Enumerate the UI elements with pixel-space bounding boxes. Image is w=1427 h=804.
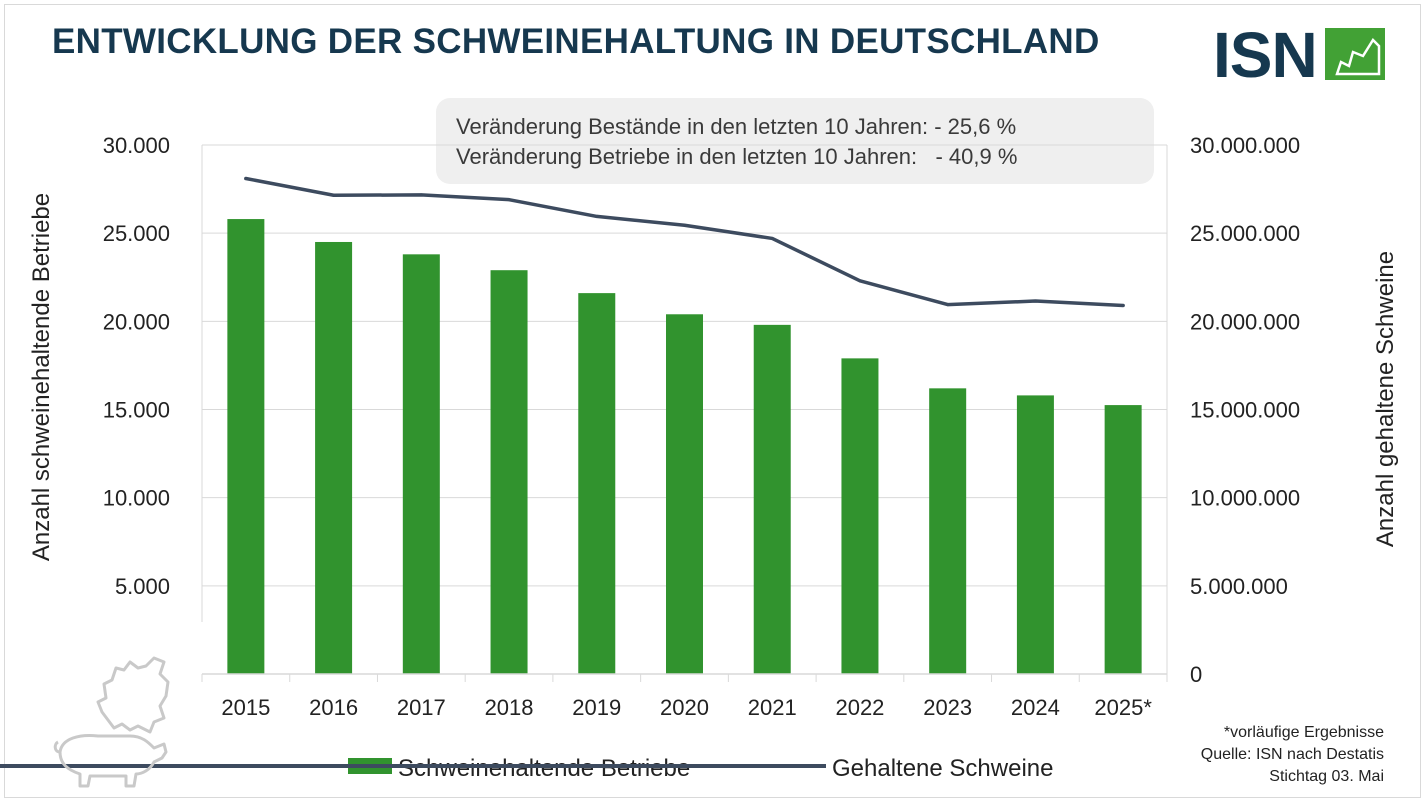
y-tick-label: 30.000: [103, 133, 170, 158]
y2-axis-title: Anzahl gehaltene Schweine: [1372, 251, 1399, 547]
footnote-reference-date: Stichtag 03. Mai: [1269, 768, 1384, 785]
line-point: [419, 193, 423, 197]
y2-tick-label: 5.000.000: [1190, 574, 1288, 599]
bar-series: [227, 219, 1142, 674]
legend-bar-label: Schweinehaltende Betriebe: [398, 755, 690, 782]
y-axis-title: Anzahl schweinehaltende Betriebe: [28, 193, 55, 561]
chart-frame: [4, 4, 1421, 798]
x-tick-label: 2015: [221, 695, 270, 720]
pig-illustration-icon: [53, 656, 170, 788]
line-series: [244, 176, 1125, 308]
bar-betriebe: [841, 358, 879, 674]
line-point: [946, 303, 950, 307]
legend: Schweinehaltende Betriebe Gehaltene Schw…: [0, 755, 1053, 782]
footnote-preliminary: *vorläufige Ergebnisse: [1223, 724, 1384, 741]
bar-betriebe: [315, 241, 353, 674]
y2-tick-label: 10.000.000: [1190, 486, 1300, 511]
isn-logo: ISN: [1213, 22, 1385, 82]
x-tick-label: 2023: [923, 695, 972, 720]
bar-betriebe: [929, 388, 967, 674]
y-tick-label: 15.000: [103, 398, 170, 423]
bar-betriebe: [753, 324, 791, 674]
bar-betriebe: [1104, 405, 1142, 674]
x-tick-label: 2018: [485, 695, 534, 720]
footnote: *vorläufige Ergebnisse Quelle: ISN nach …: [1201, 722, 1384, 788]
info-change-farms: Veränderung Betriebe in den letzten 10 J…: [456, 144, 1018, 169]
x-tick-label: 2025*: [1094, 695, 1152, 720]
logo-text: ISN: [1213, 22, 1317, 82]
line-point: [770, 236, 774, 240]
y-tick-label: 25.000: [103, 221, 170, 246]
line-point: [1033, 299, 1037, 303]
line-point: [507, 198, 511, 202]
x-tick-label: 2019: [572, 695, 621, 720]
info-box: Veränderung Bestände in den letzten 10 J…: [436, 98, 1154, 184]
bar-betriebe: [490, 270, 528, 674]
bar-betriebe: [227, 219, 265, 674]
line-point: [1121, 303, 1125, 307]
y2-tick-label: 0: [1190, 662, 1202, 687]
x-tick-label: 2017: [397, 695, 446, 720]
x-tick-label: 2016: [309, 695, 358, 720]
info-change-stock: Veränderung Bestände in den letzten 10 J…: [456, 114, 1017, 139]
y-tick-label: 5.000: [115, 574, 170, 599]
y2-tick-label: 30.000.000: [1190, 133, 1300, 158]
y2-tick-label: 25.000.000: [1190, 221, 1300, 246]
bar-betriebe: [402, 254, 440, 674]
y2-tick-label: 20.000.000: [1190, 309, 1300, 334]
x-tick-label: 2024: [1011, 695, 1060, 720]
x-tick-label: 2022: [835, 695, 884, 720]
y-tick-label: 20.000: [103, 309, 170, 334]
line-point: [595, 214, 599, 218]
line-point: [244, 177, 248, 181]
bar-betriebe: [666, 314, 703, 674]
x-tick-label: 2021: [748, 695, 797, 720]
bar-betriebe: [578, 293, 616, 674]
x-tick-label: 2020: [660, 695, 709, 720]
chart-title: ENTWICKLUNG DER SCHWEINEHALTUNG IN DEUTS…: [52, 22, 1100, 61]
bar-betriebe: [1016, 395, 1054, 674]
line-point: [683, 223, 686, 227]
line-point: [332, 193, 336, 197]
y-tick-label: 10.000: [103, 486, 170, 511]
axes: 5.000 10.000 15.000 20.000 25.000 30.000 0 5.00…: [103, 133, 1300, 720]
line-point: [858, 279, 862, 283]
legend-line-label: Gehaltene Schweine: [832, 755, 1053, 782]
line-schweine: [244, 176, 1125, 308]
y2-tick-label: 15.000.000: [1190, 398, 1300, 423]
footnote-source: Quelle: ISN nach Destatis: [1200, 746, 1384, 763]
